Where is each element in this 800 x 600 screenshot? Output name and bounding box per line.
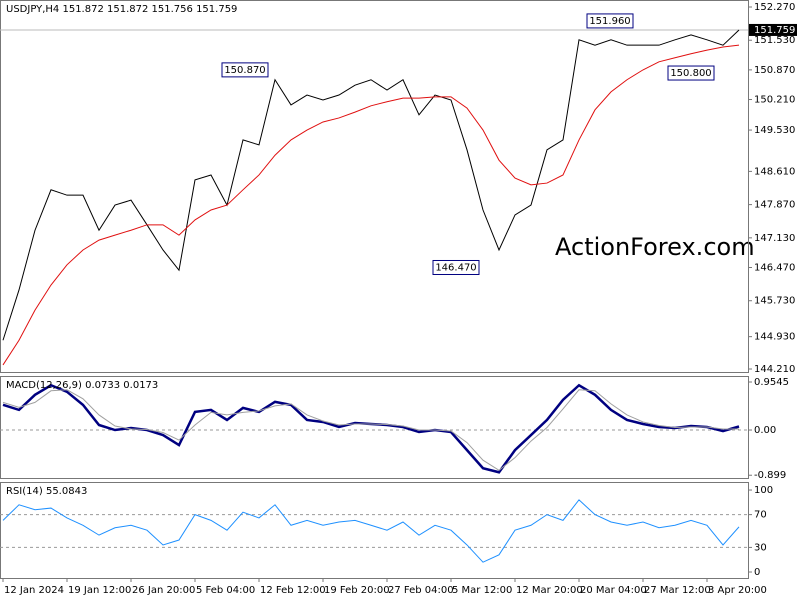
y-tick-label: 147.870 [754, 200, 795, 211]
series-line [2, 44, 740, 366]
x-tick-label: 12 Mar 20:00 [516, 585, 583, 596]
y-tick-label: 147.130 [754, 233, 795, 244]
x-tick-label: 27 Feb 04:00 [388, 585, 454, 596]
panel-title: MACD(12,26,9) 0.0733 0.0173 [6, 380, 158, 391]
annotation-label: 150.870 [224, 65, 265, 76]
y-tick-label: 149.530 [754, 125, 795, 136]
y-tick-label: 151.530 [754, 35, 795, 46]
y-tick-label: 100 [754, 485, 773, 496]
annotation-box [667, 65, 715, 81]
y-tick-label: 144.210 [754, 364, 795, 375]
x-tick-label: 19 Feb 20:00 [324, 585, 390, 596]
panel-title: RSI(14) 55.0843 [6, 486, 87, 497]
y-tick-label: 145.730 [754, 296, 795, 307]
y-tick-label: 0 [754, 567, 760, 578]
annotation-box [221, 62, 269, 78]
y-tick-label: 152.270 [754, 2, 795, 13]
y-tick-label: 30 [754, 542, 767, 553]
y-tick-label: 0.9545 [754, 377, 789, 388]
annotation-label: 150.800 [670, 68, 711, 79]
y-tick-label: 0.00 [754, 425, 776, 436]
x-tick-label: 5 Mar 12:00 [452, 585, 512, 596]
y-tick-label: 150.870 [754, 65, 795, 76]
x-tick-label: 12 Jan 2024 [4, 585, 64, 596]
last-price-label: 151.759 [754, 25, 795, 36]
x-tick-label: 26 Jan 20:00 [132, 585, 195, 596]
last-price-box [749, 23, 797, 36]
panel-frame [0, 482, 749, 579]
panel-frame [0, 0, 749, 373]
annotation-label: 146.470 [435, 262, 476, 273]
panel-frame [0, 376, 749, 479]
watermark: ActionForex.com [555, 233, 755, 261]
y-tick-label: 150.210 [754, 95, 795, 106]
x-tick-label: 12 Feb 12:00 [260, 585, 326, 596]
panel-title: USDJPY,H4 151.872 151.872 151.756 151.75… [6, 4, 237, 15]
series-line [2, 29, 740, 341]
x-tick-label: 3 Apr 20:00 [708, 585, 767, 596]
y-tick-label: 148.610 [754, 166, 795, 177]
y-tick-label: 144.930 [754, 332, 795, 343]
x-tick-label: 19 Jan 12:00 [68, 585, 131, 596]
y-tick-label: 70 [754, 510, 767, 521]
annotation-label: 151.960 [589, 16, 630, 27]
y-tick-label: 146.470 [754, 262, 795, 273]
x-tick-label: 27 Mar 12:00 [644, 585, 711, 596]
annotation-box [586, 13, 634, 29]
series-line [2, 499, 740, 563]
series-line [2, 389, 739, 471]
x-tick-label: 5 Feb 04:00 [196, 585, 255, 596]
x-tick-label: 20 Mar 04:00 [580, 585, 647, 596]
annotation-box [432, 259, 480, 275]
y-tick-label: -0.899 [754, 470, 786, 481]
